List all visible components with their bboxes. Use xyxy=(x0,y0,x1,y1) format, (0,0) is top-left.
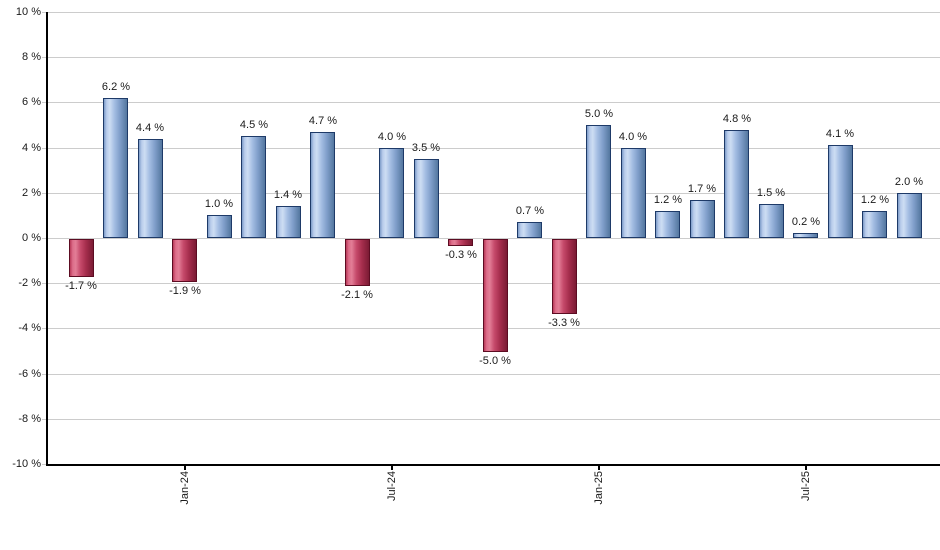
gridline xyxy=(42,419,940,420)
y-axis-line xyxy=(46,12,48,466)
gridline xyxy=(42,193,940,194)
gridline xyxy=(42,102,940,103)
bar-value-label: 4.4 % xyxy=(135,122,165,134)
bar-value-label: 1.4 % xyxy=(273,189,303,201)
bar-value-label: 4.8 % xyxy=(722,113,752,125)
gridline xyxy=(42,374,940,375)
bar-positive[interactable] xyxy=(379,148,404,238)
bar-positive[interactable] xyxy=(207,215,232,238)
bar-value-label: 3.5 % xyxy=(411,142,441,154)
bar-positive[interactable] xyxy=(724,130,749,238)
bar-negative[interactable] xyxy=(345,239,370,286)
y-axis-label: -10 % xyxy=(12,458,41,470)
bar-value-label: 1.5 % xyxy=(756,187,786,199)
bar-value-label: 6.2 % xyxy=(101,81,131,93)
y-axis-label: -2 % xyxy=(18,277,41,289)
bar-value-label: -5.0 % xyxy=(479,355,511,367)
gridline xyxy=(42,57,940,58)
bar-value-label: 5.0 % xyxy=(584,108,614,120)
gridline xyxy=(42,12,940,13)
bar-positive[interactable] xyxy=(310,132,335,238)
bar-negative[interactable] xyxy=(448,239,473,246)
bar-positive[interactable] xyxy=(793,233,818,238)
bar-value-label: -2.1 % xyxy=(341,289,373,301)
x-axis-tick xyxy=(598,464,600,470)
x-axis-tick-label: Jan-24 xyxy=(179,471,191,505)
x-axis-tick xyxy=(391,464,393,470)
bar-positive[interactable] xyxy=(276,206,301,238)
y-axis-label: 6 % xyxy=(22,96,41,108)
y-axis-label: 8 % xyxy=(22,51,41,63)
bar-positive[interactable] xyxy=(621,148,646,238)
bar-value-label: 1.7 % xyxy=(687,183,717,195)
gridline xyxy=(42,148,940,149)
bar-value-label: 2.0 % xyxy=(894,176,924,188)
bar-positive[interactable] xyxy=(103,98,128,238)
y-axis-label: -6 % xyxy=(18,368,41,380)
bar-positive[interactable] xyxy=(655,211,680,238)
bar-positive[interactable] xyxy=(862,211,887,238)
bar-positive[interactable] xyxy=(828,145,853,238)
bar-positive[interactable] xyxy=(517,222,542,238)
bar-positive[interactable] xyxy=(690,200,715,238)
bar-value-label: 0.2 % xyxy=(791,216,821,228)
bar-value-label: 0.7 % xyxy=(515,205,545,217)
y-axis-label: 10 % xyxy=(15,6,41,18)
y-axis-label: -8 % xyxy=(18,413,41,425)
bar-value-label: 4.0 % xyxy=(377,131,407,143)
bar-value-label: -0.3 % xyxy=(445,249,477,261)
bar-value-label: 4.7 % xyxy=(308,115,338,127)
bar-negative[interactable] xyxy=(172,239,197,282)
y-axis-label: -4 % xyxy=(18,322,41,334)
bar-value-label: -1.7 % xyxy=(65,280,97,292)
bar-positive[interactable] xyxy=(759,204,784,238)
x-axis-tick-label: Jan-25 xyxy=(593,471,605,505)
y-axis-label: 2 % xyxy=(22,187,41,199)
bar-positive[interactable] xyxy=(897,193,922,238)
y-axis-label: 0 % xyxy=(22,232,41,244)
bar-value-label: 4.5 % xyxy=(239,119,269,131)
bar-negative[interactable] xyxy=(552,239,577,314)
bar-value-label: 1.2 % xyxy=(653,194,683,206)
bar-value-label: -3.3 % xyxy=(548,317,580,329)
bar-value-label: 1.0 % xyxy=(204,198,234,210)
bar-positive[interactable] xyxy=(241,136,266,238)
bar-negative[interactable] xyxy=(483,239,508,352)
x-axis-tick-label: Jul-24 xyxy=(386,471,398,501)
bar-positive[interactable] xyxy=(586,125,611,238)
bar-negative[interactable] xyxy=(69,239,94,277)
bar-value-label: -1.9 % xyxy=(169,285,201,297)
x-axis-tick-label: Jul-25 xyxy=(800,471,812,501)
bar-value-label: 4.0 % xyxy=(618,131,648,143)
x-axis-line xyxy=(46,464,940,466)
y-axis-label: 4 % xyxy=(22,142,41,154)
x-axis-tick xyxy=(805,464,807,470)
gridline xyxy=(42,238,940,239)
bar-positive[interactable] xyxy=(414,159,439,238)
x-axis-tick xyxy=(184,464,186,470)
bar-positive[interactable] xyxy=(138,139,163,238)
bar-value-label: 4.1 % xyxy=(825,128,855,140)
bar-value-label: 1.2 % xyxy=(860,194,890,206)
